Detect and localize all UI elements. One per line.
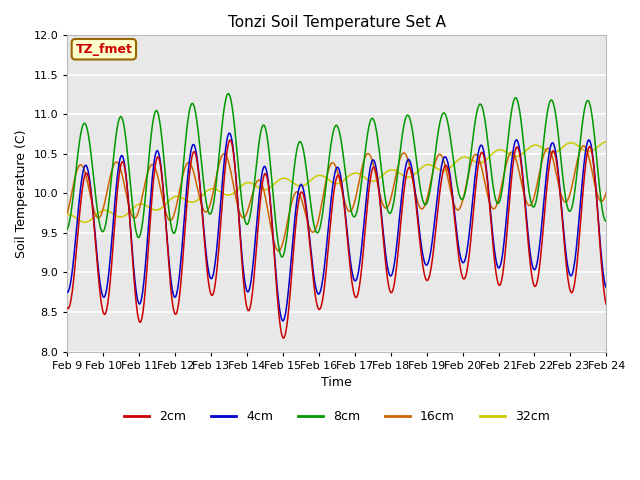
Text: TZ_fmet: TZ_fmet: [76, 43, 132, 56]
Legend: 2cm, 4cm, 8cm, 16cm, 32cm: 2cm, 4cm, 8cm, 16cm, 32cm: [119, 405, 555, 428]
Title: Tonzi Soil Temperature Set A: Tonzi Soil Temperature Set A: [228, 15, 446, 30]
X-axis label: Time: Time: [321, 376, 352, 389]
Y-axis label: Soil Temperature (C): Soil Temperature (C): [15, 129, 28, 258]
